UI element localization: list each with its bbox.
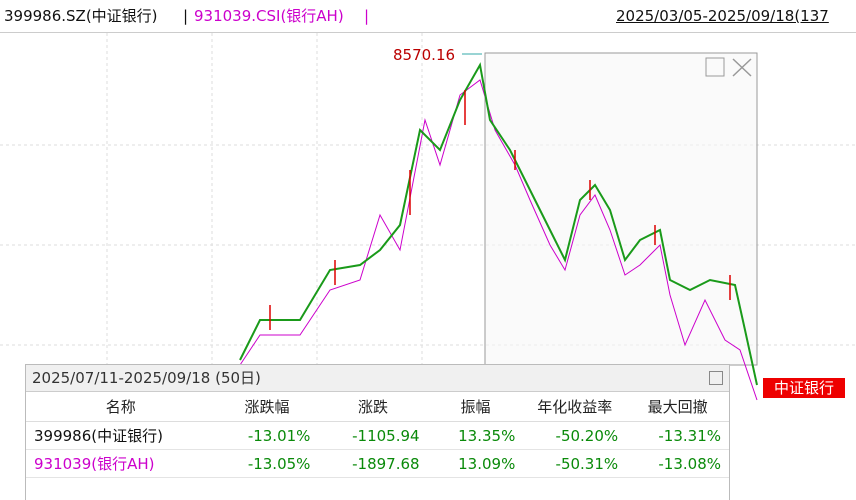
table-row: 931039(银行AH) -13.05% -1897.68 13.09% -50.31%… [26, 449, 729, 478]
header-bar: 399986.SZ(中证银行) | 931039.CSI(银行AH) | 202… [0, 0, 856, 33]
stats-table: 名称 涨跌幅 涨跌 振幅 年化收益率 最大回撤 399986(中证银行) -13.01% -1… [26, 392, 729, 478]
value-cell: -13.01% [215, 421, 319, 450]
maximize-icon[interactable] [705, 57, 725, 77]
value-cell: -13.05% [215, 449, 319, 478]
panel-title: 2025/07/11-2025/09/18 (50日) [32, 369, 261, 387]
value-cell: -13.08% [626, 449, 729, 478]
close-icon[interactable] [732, 58, 752, 77]
peak-label: 8570.16 [393, 46, 455, 64]
grid [0, 33, 856, 500]
separator: | [364, 7, 370, 25]
value-cell: -50.31% [523, 449, 627, 478]
stats-panel: 2025/07/11-2025/09/18 (50日) 名称 涨跌幅 涨跌 振幅 年化收… [25, 364, 730, 500]
column-header: 年化收益率 [523, 392, 627, 422]
value-cell: -13.31% [626, 421, 729, 450]
column-header: 涨跌幅 [215, 392, 319, 422]
value-cell: -1897.68 [318, 449, 428, 478]
panel-title-bar: 2025/07/11-2025/09/18 (50日) [26, 365, 729, 392]
value-cell: -50.20% [523, 421, 627, 450]
candles [269, 90, 731, 330]
value-cell: 13.35% [427, 421, 524, 450]
separator: | [183, 7, 189, 25]
column-header: 涨跌 [318, 392, 428, 422]
date-range[interactable]: 2025/03/05-2025/09/18(137 [616, 7, 829, 25]
ah-line [239, 79, 758, 401]
value-cell: 13.09% [427, 449, 524, 478]
column-header: 名称 [26, 392, 216, 422]
name-cell: 399986(中证银行) [26, 421, 216, 450]
column-header: 最大回撤 [626, 392, 729, 422]
column-header: 振幅 [427, 392, 524, 422]
table-row: 399986(中证银行) -13.01% -1105.94 13.35% -50.20%… [26, 421, 729, 450]
price-line [239, 62, 758, 386]
value-cell: -1105.94 [318, 421, 428, 450]
name-cell: 931039(银行AH) [26, 449, 216, 478]
close-button[interactable] [709, 371, 723, 385]
code-2[interactable]: 931039.CSI(银行AH) [194, 7, 344, 25]
selection-box[interactable] [484, 52, 758, 366]
series-tag: 中证银行 [763, 378, 845, 398]
code-1[interactable]: 399986.SZ(中证银行) [4, 7, 158, 25]
